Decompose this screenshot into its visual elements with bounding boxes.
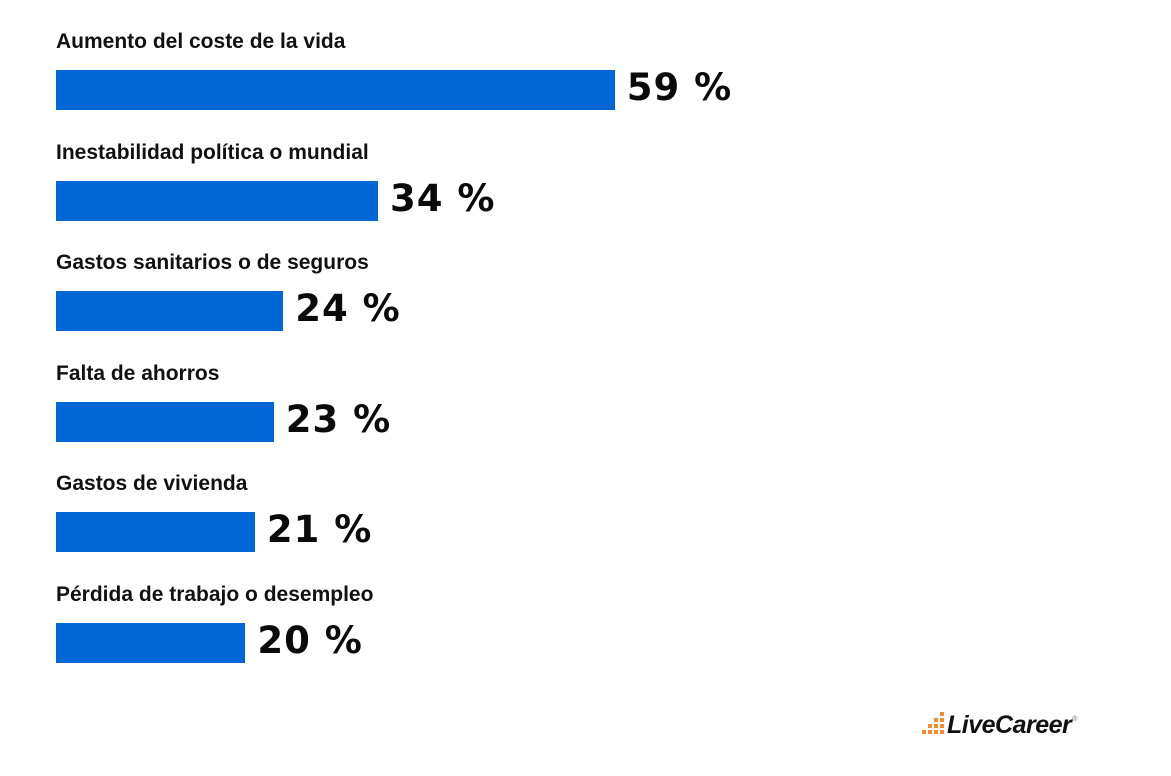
bar	[56, 291, 284, 331]
category-label: Gastos sanitarios o de seguros	[56, 251, 369, 274]
category-label: Pérdida de trabajo o desempleo	[56, 582, 374, 606]
value-label: 34 %	[389, 176, 496, 220]
bar-row: Falta de ahorros 23 %	[56, 362, 1056, 462]
value-label: 20 %	[257, 618, 363, 662]
logo-registered-mark: ®	[1072, 716, 1078, 723]
value-label: 24 %	[295, 287, 401, 330]
bar-row: Inestabilidad política o mundial 34 %	[56, 141, 1056, 241]
bar	[56, 70, 615, 110]
category-label: Falta de ahorros	[56, 361, 220, 385]
bar	[56, 180, 378, 221]
logo-dots-icon	[922, 712, 944, 736]
logo-text: LiveCareer	[947, 710, 1072, 739]
bar-row: Pérdida de trabajo o desempleo 20 %	[56, 583, 1056, 683]
bar	[56, 622, 246, 663]
bar	[56, 512, 255, 552]
bar-row: Gastos sanitarios o de seguros 24 %	[56, 251, 1056, 351]
bar-row: Aumento del coste de la vida 59 %	[56, 30, 1056, 130]
category-label: Aumento del coste de la vida	[56, 30, 346, 53]
value-label: 23 %	[285, 397, 392, 441]
bar	[56, 401, 274, 442]
livecareer-logo: LiveCareer ®	[922, 710, 1077, 740]
bar-row: Gastos de vivienda 21 %	[56, 472, 1056, 572]
category-label: Inestabilidad política o mundial	[56, 140, 369, 164]
category-label: Gastos de vivienda	[56, 472, 248, 495]
value-label: 21 %	[266, 508, 373, 551]
value-label: 59 %	[626, 66, 733, 109]
